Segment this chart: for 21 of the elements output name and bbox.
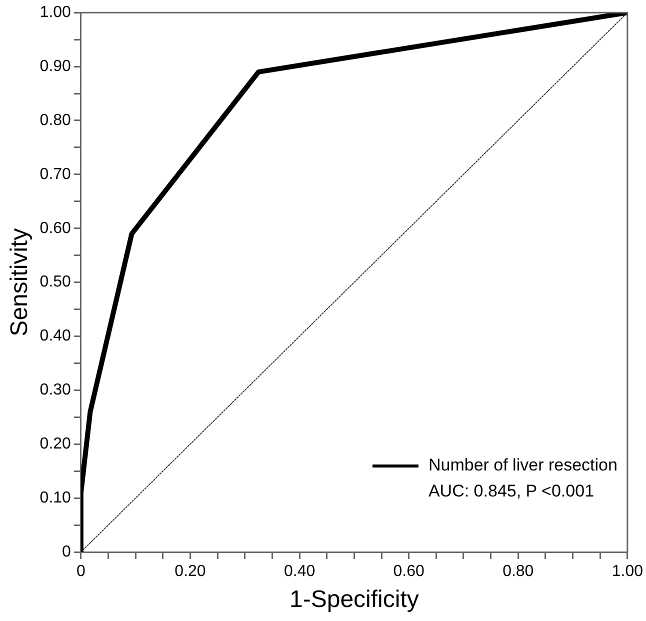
y-tick-label: 0.20 [40, 436, 72, 453]
y-tick-label: 0.40 [40, 328, 72, 345]
y-tick-label: 0 [62, 543, 72, 560]
x-tick-label: 0.60 [393, 563, 425, 580]
x-tick-label: 0.80 [502, 563, 534, 580]
y-tick-label: 0.90 [40, 58, 72, 75]
y-tick-label: 0.50 [40, 274, 72, 291]
y-axis-title: Sensitivity [6, 228, 34, 336]
legend-label: Number of liver resection [428, 456, 618, 475]
y-tick-label: 0.70 [40, 166, 72, 183]
x-tick-label: 0.40 [284, 563, 316, 580]
y-tick-label: 1.00 [40, 4, 72, 22]
y-tick-label: 0.30 [40, 382, 72, 399]
y-tick-label: 0.80 [40, 112, 72, 129]
annotation: AUC: 0.845, P <0.001 [428, 482, 594, 501]
x-tick-label: 0 [76, 563, 86, 580]
y-tick-label: 0.60 [40, 220, 72, 237]
x-tick-label: 0.20 [174, 563, 206, 580]
x-axis-title: 1-Specificity [290, 586, 419, 614]
y-tick-label: 0.10 [40, 489, 72, 506]
x-tick-label: 1.00 [612, 563, 644, 580]
